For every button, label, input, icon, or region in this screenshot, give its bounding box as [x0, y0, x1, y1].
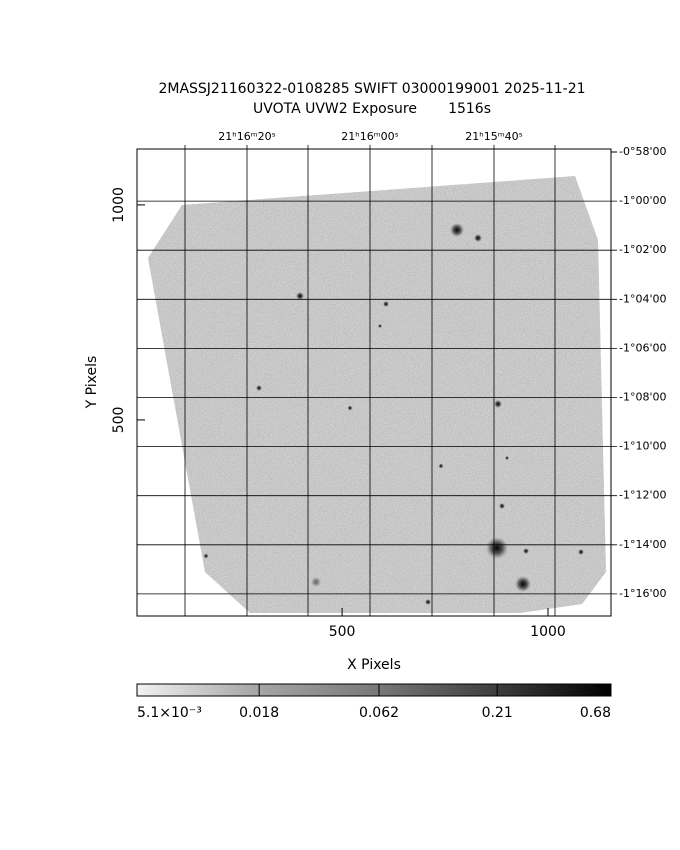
colorbar — [136, 683, 612, 697]
y-axis-label: Y Pixels — [84, 356, 100, 410]
dec-label: -0°58'00 — [619, 145, 667, 158]
dec-label: -1°04'00 — [619, 292, 667, 305]
coordinate-grid — [137, 145, 617, 616]
colorbar-tick-label: 0.062 — [359, 705, 399, 721]
dec-label: -1°12'00 — [619, 489, 667, 502]
image — [148, 176, 606, 613]
exposure-noise — [148, 176, 606, 613]
dec-label: -1°16'00 — [619, 587, 667, 600]
dec-label: -1°06'00 — [619, 341, 667, 354]
subtitle: UVOTA UVW2 Exposure 1516s — [253, 101, 491, 117]
ra-label: 21ʰ16ᵐ20ˢ — [218, 130, 275, 143]
ra-label: 21ʰ16ᵐ00ˢ — [341, 130, 398, 143]
dec-label: -1°14'00 — [619, 538, 667, 551]
dec-label: -1°02'00 — [619, 243, 667, 256]
y-tick-label: 500 — [111, 407, 127, 434]
plot-frame — [136, 148, 612, 617]
title: 2MASSJ21160322-0108285 SWIFT 03000199001… — [158, 81, 585, 97]
x-tick-label: 1000 — [530, 624, 566, 640]
colorbar-tick-label: 5.1×10⁻³ — [137, 705, 202, 721]
x-tick-label: 500 — [329, 624, 356, 640]
x-axis-label: X Pixels — [347, 657, 401, 673]
sources — [203, 223, 584, 605]
dec-label: -1°00'00 — [619, 194, 667, 207]
colorbar-tick-label: 0.68 — [580, 705, 611, 721]
y-tick-label: 1000 — [111, 187, 127, 223]
dec-label: -1°08'00 — [619, 391, 667, 404]
dec-label: -1°10'00 — [619, 440, 667, 453]
colorbar-tick-label: 0.018 — [239, 705, 279, 721]
colorbar-tick-label: 0.21 — [482, 705, 513, 721]
ra-label: 21ʰ15ᵐ40ˢ — [465, 130, 522, 143]
